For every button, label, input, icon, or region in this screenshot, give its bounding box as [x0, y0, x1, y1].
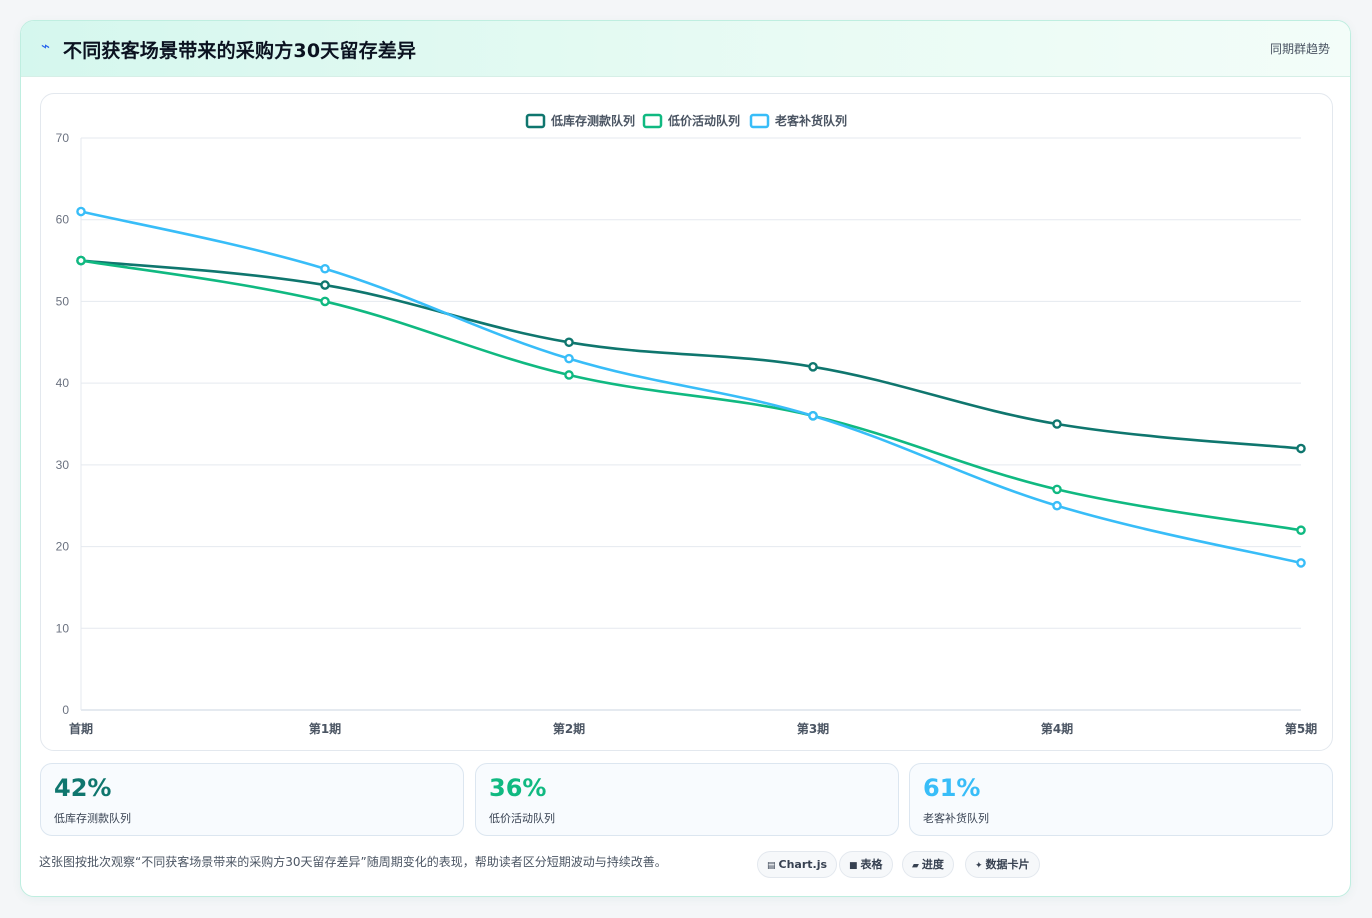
page-title: 不同获客场景带来的采购方30天留存差异	[63, 40, 417, 62]
stat-value: 36%	[489, 774, 547, 802]
tag-table[interactable]: ■ 表格	[839, 851, 893, 878]
x-tick-label: 第4期	[1041, 721, 1073, 736]
y-tick-label: 10	[56, 621, 70, 635]
x-tick-label: 第5期	[1285, 721, 1317, 736]
series-line	[80, 259, 1302, 450]
pulse-icon: ⌁	[41, 37, 51, 55]
stat-label: 低价活动队列	[489, 812, 555, 825]
x-tick-label: 第3期	[797, 721, 829, 736]
card-subtitle: 同期群趋势	[1269, 42, 1330, 56]
card-header: ⌁ 不同获客场景带来的采购方30天留存差异 同期群趋势	[21, 21, 1350, 77]
series-line	[80, 210, 1302, 565]
y-tick-label: 20	[56, 540, 70, 554]
data-point[interactable]	[564, 353, 574, 364]
stat-card-low-price: 36% 低价活动队列	[475, 763, 899, 836]
data-point[interactable]	[320, 296, 330, 307]
legend-swatch[interactable]	[525, 113, 546, 129]
series-line	[80, 259, 1302, 532]
x-tick-label: 首期	[69, 721, 93, 736]
data-point[interactable]	[1296, 525, 1306, 536]
table-icon: ■	[849, 861, 858, 871]
data-point[interactable]	[808, 361, 818, 372]
footer-description: 这张图按批次观察“不同获客场景带来的采购方30天留存差异”随周期变化的表现，帮助…	[39, 855, 667, 869]
y-tick-label: 70	[56, 131, 70, 145]
x-tick-label: 第2期	[553, 721, 585, 736]
line-chart: 0 10 20 30 40 50 60 70 首期 第1期 第2期 第3期 第4期 第5期 低库存测款队列 低…	[56, 113, 1318, 736]
tag-chartjs[interactable]: ▤ Chart.js	[757, 851, 838, 878]
tag-label: 进度	[921, 858, 944, 871]
data-point[interactable]	[808, 411, 818, 421]
stat-value: 42%	[54, 774, 112, 802]
chart-panel: 0 10 20 30 40 50 60 70 首期 第1期 第2期 第3期 第4期 第5期 低库存测款队列 低…	[40, 93, 1333, 751]
y-tick-label: 50	[56, 294, 70, 308]
legend-swatch[interactable]	[749, 113, 770, 129]
chart-card: ⌁ 不同获客场景带来的采购方30天留存差异 同期群趋势 0 10 20 30 40 50 6…	[20, 20, 1351, 897]
y-tick-label: 40	[56, 376, 70, 390]
data-point[interactable]	[76, 206, 86, 217]
data-point[interactable]	[320, 280, 330, 290]
tag-progress[interactable]: ▰ 进度	[902, 851, 954, 878]
data-point[interactable]	[76, 255, 86, 266]
data-point[interactable]	[1296, 443, 1306, 454]
data-point[interactable]	[564, 370, 574, 380]
data-point[interactable]	[1052, 484, 1062, 495]
tag-data-card[interactable]: ✦ 数据卡片	[965, 851, 1040, 878]
x-tick-label: 第1期	[309, 721, 341, 736]
stat-label: 老客补货队列	[923, 812, 989, 825]
y-tick-label: 60	[56, 213, 70, 227]
legend-label[interactable]: 低库存测款队列	[550, 113, 635, 128]
data-point[interactable]	[564, 337, 574, 348]
legend-label[interactable]: 低价活动队列	[667, 113, 740, 128]
legend-label[interactable]: 老客补货队列	[775, 113, 847, 128]
stat-card-returning: 61% 老客补货队列	[909, 763, 1333, 836]
y-tick-label: 0	[62, 703, 69, 717]
tag-label: 数据卡片	[985, 858, 1030, 871]
tag-label: 表格	[860, 858, 883, 871]
y-tick-label: 30	[56, 458, 70, 472]
data-point[interactable]	[1296, 558, 1306, 568]
sparkle-icon: ✦	[975, 861, 983, 871]
data-point[interactable]	[1052, 500, 1062, 511]
chart-icon: ▤	[767, 861, 776, 871]
legend-swatch[interactable]	[642, 113, 663, 129]
stat-label: 低库存测款队列	[54, 812, 131, 825]
data-point[interactable]	[320, 263, 330, 274]
progress-icon: ▰	[912, 861, 919, 871]
data-point[interactable]	[1052, 419, 1062, 429]
tag-label: Chart.js	[778, 858, 828, 871]
stat-card-low-stock: 42% 低库存测款队列	[40, 763, 464, 836]
stat-value: 61%	[923, 774, 981, 802]
